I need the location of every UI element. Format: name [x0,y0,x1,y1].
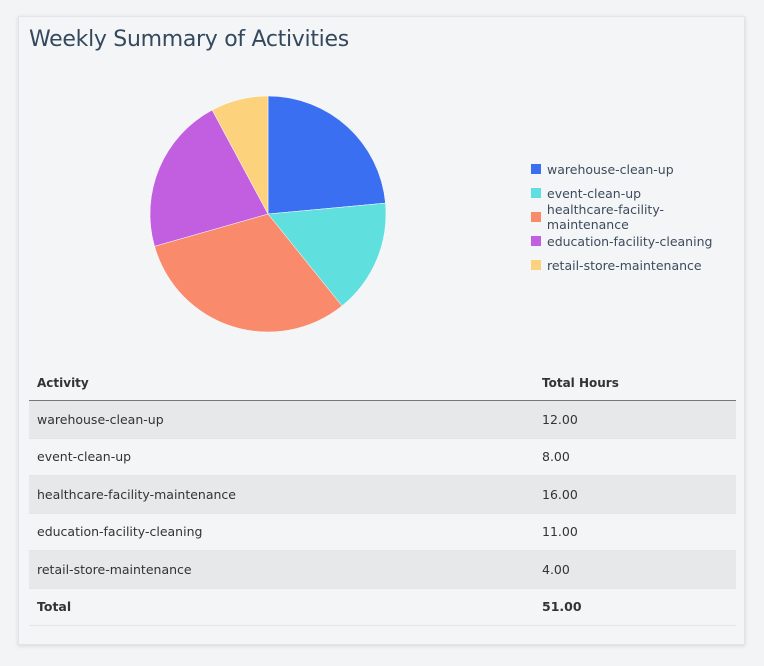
legend-label: retail-store-maintenance [547,257,702,273]
pie-slice-education-facility-cleaning[interactable] [149,109,269,247]
table-row: healthcare-facility-maintenance 16.00 [29,475,736,514]
header-activity: Activity [29,366,534,401]
legend-label: education-facility-cleaning [547,233,713,249]
legend-swatch [531,188,541,198]
pie-slice-event-clean-up[interactable] [267,202,387,307]
pie-slice-healthcare-facility-maintenance[interactable] [154,213,343,333]
legend-item[interactable]: healthcare-facility-maintenance [531,202,744,232]
cell-activity: healthcare-facility-maintenance [29,475,534,514]
legend-item[interactable]: warehouse-clean-up [531,157,744,181]
chart-legend: warehouse-clean-up event-clean-up healthca… [531,157,744,277]
legend-swatch [531,212,541,222]
table-row: event-clean-up 8.00 [29,438,736,476]
cell-hours: 8.00 [534,438,736,476]
table-row: retail-store-maintenance 4.00 [29,550,736,589]
pie-slice-retail-store-maintenance[interactable] [211,95,269,215]
table-row: education-facility-cleaning 11.00 [29,513,736,551]
cell-hours: 12.00 [534,400,736,439]
legend-item[interactable]: retail-store-maintenance [531,253,744,277]
table-row: warehouse-clean-up 12.00 [29,400,736,439]
cell-activity: education-facility-cleaning [29,513,534,551]
cell-hours: 4.00 [534,550,736,589]
total-label: Total [29,588,534,626]
legend-swatch [531,236,541,246]
legend-item[interactable]: education-facility-cleaning [531,229,744,253]
table-header-row: Activity Total Hours [29,366,736,401]
total-row: Total 51.00 [29,588,736,626]
page-title: Weekly Summary of Activities [29,27,349,52]
legend-label: event-clean-up [547,185,642,201]
cell-activity: warehouse-clean-up [29,400,534,439]
pie-slice-warehouse-clean-up[interactable] [267,95,386,215]
summary-card: Weekly Summary of Activities warehouse-c… [18,16,745,645]
total-hours: 51.00 [534,588,736,626]
cell-hours: 11.00 [534,513,736,551]
activity-table: Activity Total Hours warehouse-clean-up 1… [29,366,736,626]
cell-hours: 16.00 [534,475,736,514]
legend-item[interactable]: event-clean-up [531,181,744,205]
cell-activity: retail-store-maintenance [29,550,534,589]
pie-chart [149,95,387,333]
legend-swatch [531,164,541,174]
legend-swatch [531,260,541,270]
legend-label: warehouse-clean-up [547,161,674,177]
cell-activity: event-clean-up [29,438,534,476]
legend-label: healthcare-facility-maintenance [546,202,665,232]
header-total-hours: Total Hours [534,366,736,401]
